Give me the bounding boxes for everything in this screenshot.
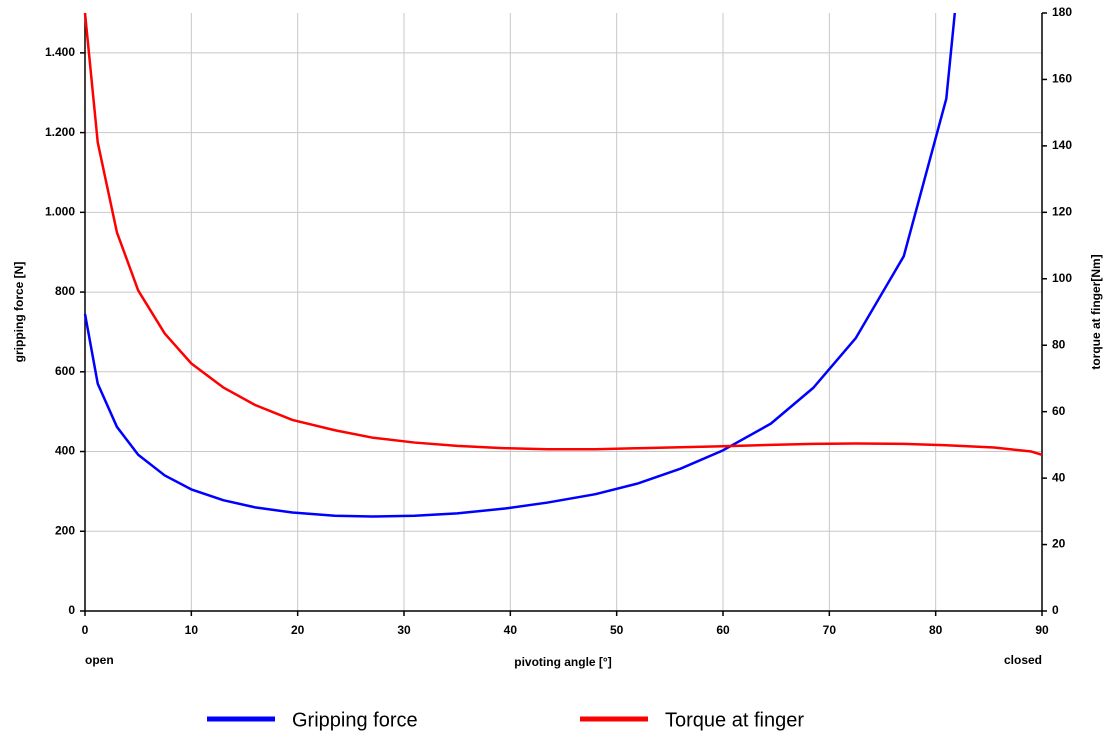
y2-tick-label: 20 (1052, 537, 1066, 551)
y-tick-label: 0 (68, 603, 75, 617)
x-tick-label: 70 (823, 623, 837, 637)
y-tick-label: 1.400 (45, 45, 75, 59)
y2-tick-label: 80 (1052, 337, 1066, 351)
y2-axis-title: torque at finger[Nm] (1089, 254, 1103, 369)
y-tick-label: 1.200 (45, 125, 75, 139)
y2-tick-label: 0 (1052, 603, 1059, 617)
y2-tick-label: 120 (1052, 205, 1072, 219)
series-line (83, 12, 957, 518)
x-axis-title: pivoting angle [°] (514, 655, 611, 669)
x-end-label: closed (1004, 653, 1042, 667)
x-tick-label: 0 (82, 623, 89, 637)
y-axis-title: gripping force [N] (12, 262, 26, 363)
y2-tick-label: 60 (1052, 404, 1066, 418)
x-tick-label: 40 (504, 623, 518, 637)
y2-tick-label: 180 (1052, 5, 1072, 19)
y2-tick-label: 160 (1052, 72, 1072, 86)
series-line (83, 12, 1043, 457)
x-tick-label: 90 (1035, 623, 1049, 637)
x-tick-label: 50 (610, 623, 624, 637)
y2-tick-label: 100 (1052, 271, 1072, 285)
x-start-label: open (85, 653, 114, 667)
x-tick-label: 30 (397, 623, 411, 637)
y-tick-label: 1.000 (45, 205, 75, 219)
y-tick-label: 800 (55, 284, 75, 298)
x-tick-label: 60 (716, 623, 730, 637)
y2-tick-label: 40 (1052, 470, 1066, 484)
x-tick-label: 20 (291, 623, 305, 637)
y-tick-label: 600 (55, 364, 75, 378)
legend-label: Torque at finger (665, 709, 804, 731)
x-tick-label: 80 (929, 623, 943, 637)
x-tick-label: 10 (185, 623, 199, 637)
y-tick-label: 200 (55, 523, 75, 537)
y-tick-label: 400 (55, 444, 75, 458)
legend-label: Gripping force (292, 709, 418, 731)
y2-tick-label: 140 (1052, 138, 1072, 152)
